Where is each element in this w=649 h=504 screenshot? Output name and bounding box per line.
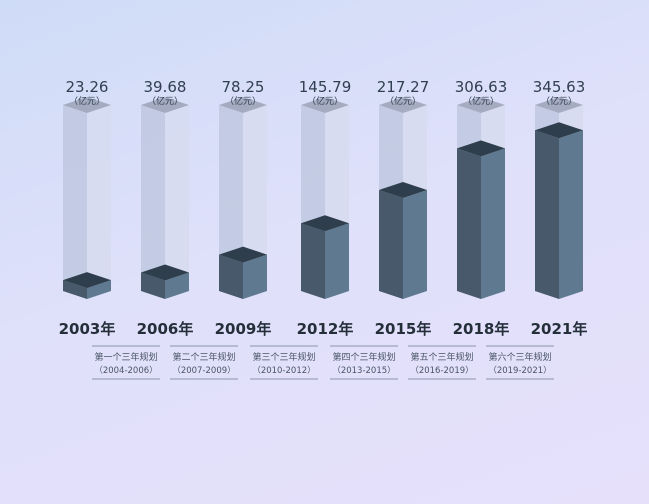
bar-glass-top-face — [379, 97, 427, 113]
category-label: 2015年 — [375, 320, 432, 338]
plan-name: 第一个三年规划 — [94, 351, 157, 363]
plan-name: 第四个三年规划 — [332, 351, 395, 363]
bar-glass-top-face — [63, 97, 111, 113]
plan-range: （2010-2012） — [252, 365, 315, 376]
bar-fill-left-face — [535, 130, 559, 299]
bar-fill-top-face — [535, 122, 583, 139]
bar-fill-left-face — [219, 254, 243, 299]
bar-glass-left-face — [141, 105, 165, 299]
bar-5 — [457, 97, 505, 299]
bar-fill-top-face — [301, 215, 349, 232]
plan-range: （2004-2006） — [94, 365, 157, 376]
bar-4 — [379, 97, 427, 299]
bar-fill-top-face — [63, 272, 111, 289]
bar-glass-top-face — [141, 97, 189, 113]
unit-label: （亿元） — [147, 95, 183, 107]
bar-fill-right-face — [481, 148, 505, 299]
category-label: 2018年 — [453, 320, 510, 338]
plan-range: （2016-2019） — [410, 365, 473, 376]
plan-annotation-3: 第四个三年规划 （2013-2015） — [330, 345, 398, 380]
plan-range: （2007-2009） — [172, 365, 235, 376]
bar-glass-top-face — [457, 97, 505, 113]
bar-fill-right-face — [403, 189, 427, 299]
unit-label: （亿元） — [225, 95, 261, 107]
bar-fill-top-face — [457, 140, 505, 157]
bar-glass-top-face — [535, 97, 583, 113]
bar-fill-left-face — [379, 189, 403, 299]
value-label: 39.68 — [144, 78, 187, 96]
bar-fill-top-face — [141, 264, 189, 281]
plan-annotation-4: 第五个三年规划 （2016-2019） — [408, 345, 476, 380]
bar-fill-left-face — [301, 223, 325, 299]
plan-annotation-0: 第一个三年规划 （2004-2006） — [92, 345, 160, 380]
bar-fill-right-face — [243, 254, 267, 299]
bar-fill-top-face — [219, 246, 267, 263]
bar-fill-top-face — [379, 181, 427, 198]
value-label: 217.27 — [377, 78, 430, 96]
bar-fill-left-face — [141, 272, 165, 299]
bar-fill-right-face — [325, 223, 349, 299]
bar-fill-right-face — [165, 272, 189, 299]
bar-6 — [535, 97, 583, 299]
bar-glass-right-face — [165, 105, 189, 299]
plan-name: 第二个三年规划 — [172, 351, 235, 363]
plan-name: 第六个三年规划 — [488, 351, 551, 363]
bar-glass-left-face — [63, 105, 87, 299]
plan-range: （2019-2021） — [488, 365, 551, 376]
bar-fill-left-face — [63, 280, 87, 299]
plan-range: （2013-2015） — [332, 365, 395, 376]
labels-layer: 23.26（亿元）2003年39.68（亿元）2006年78.25（亿元）200… — [59, 78, 588, 338]
plans-layer: 第一个三年规划 （2004-2006） 第二个三年规划 （2007-2009） 第三个三… — [92, 345, 554, 380]
category-label: 2003年 — [59, 320, 116, 338]
value-label: 78.25 — [222, 78, 265, 96]
unit-label: （亿元） — [463, 95, 499, 107]
bar-glass-top-face — [301, 97, 349, 113]
bars-layer — [63, 97, 583, 299]
value-label: 23.26 — [66, 78, 109, 96]
bar-fill-right-face — [559, 130, 583, 299]
unit-label: （亿元） — [541, 95, 577, 107]
category-label: 2009年 — [215, 320, 272, 338]
bar-glass-right-face — [87, 105, 111, 299]
bar-3 — [301, 97, 349, 299]
category-label: 2021年 — [531, 320, 588, 338]
bar-1 — [141, 97, 189, 299]
plan-annotation-2: 第三个三年规划 （2010-2012） — [250, 345, 318, 380]
plan-name: 第三个三年规划 — [252, 351, 315, 363]
plan-name: 第五个三年规划 — [410, 351, 473, 363]
category-label: 2012年 — [297, 320, 354, 338]
bar-0 — [63, 97, 111, 299]
unit-label: （亿元） — [385, 95, 421, 107]
plan-annotation-1: 第二个三年规划 （2007-2009） — [170, 345, 238, 380]
value-label: 145.79 — [299, 78, 352, 96]
value-label: 306.63 — [455, 78, 508, 96]
bar-fill-left-face — [457, 148, 481, 299]
bar-fill-right-face — [87, 280, 111, 299]
bar-2 — [219, 97, 267, 299]
bar-glass-top-face — [219, 97, 267, 113]
category-label: 2006年 — [137, 320, 194, 338]
value-label: 345.63 — [533, 78, 586, 96]
unit-label: （亿元） — [69, 95, 105, 107]
plan-annotation-5: 第六个三年规划 （2019-2021） — [486, 345, 554, 380]
unit-label: （亿元） — [307, 95, 343, 107]
